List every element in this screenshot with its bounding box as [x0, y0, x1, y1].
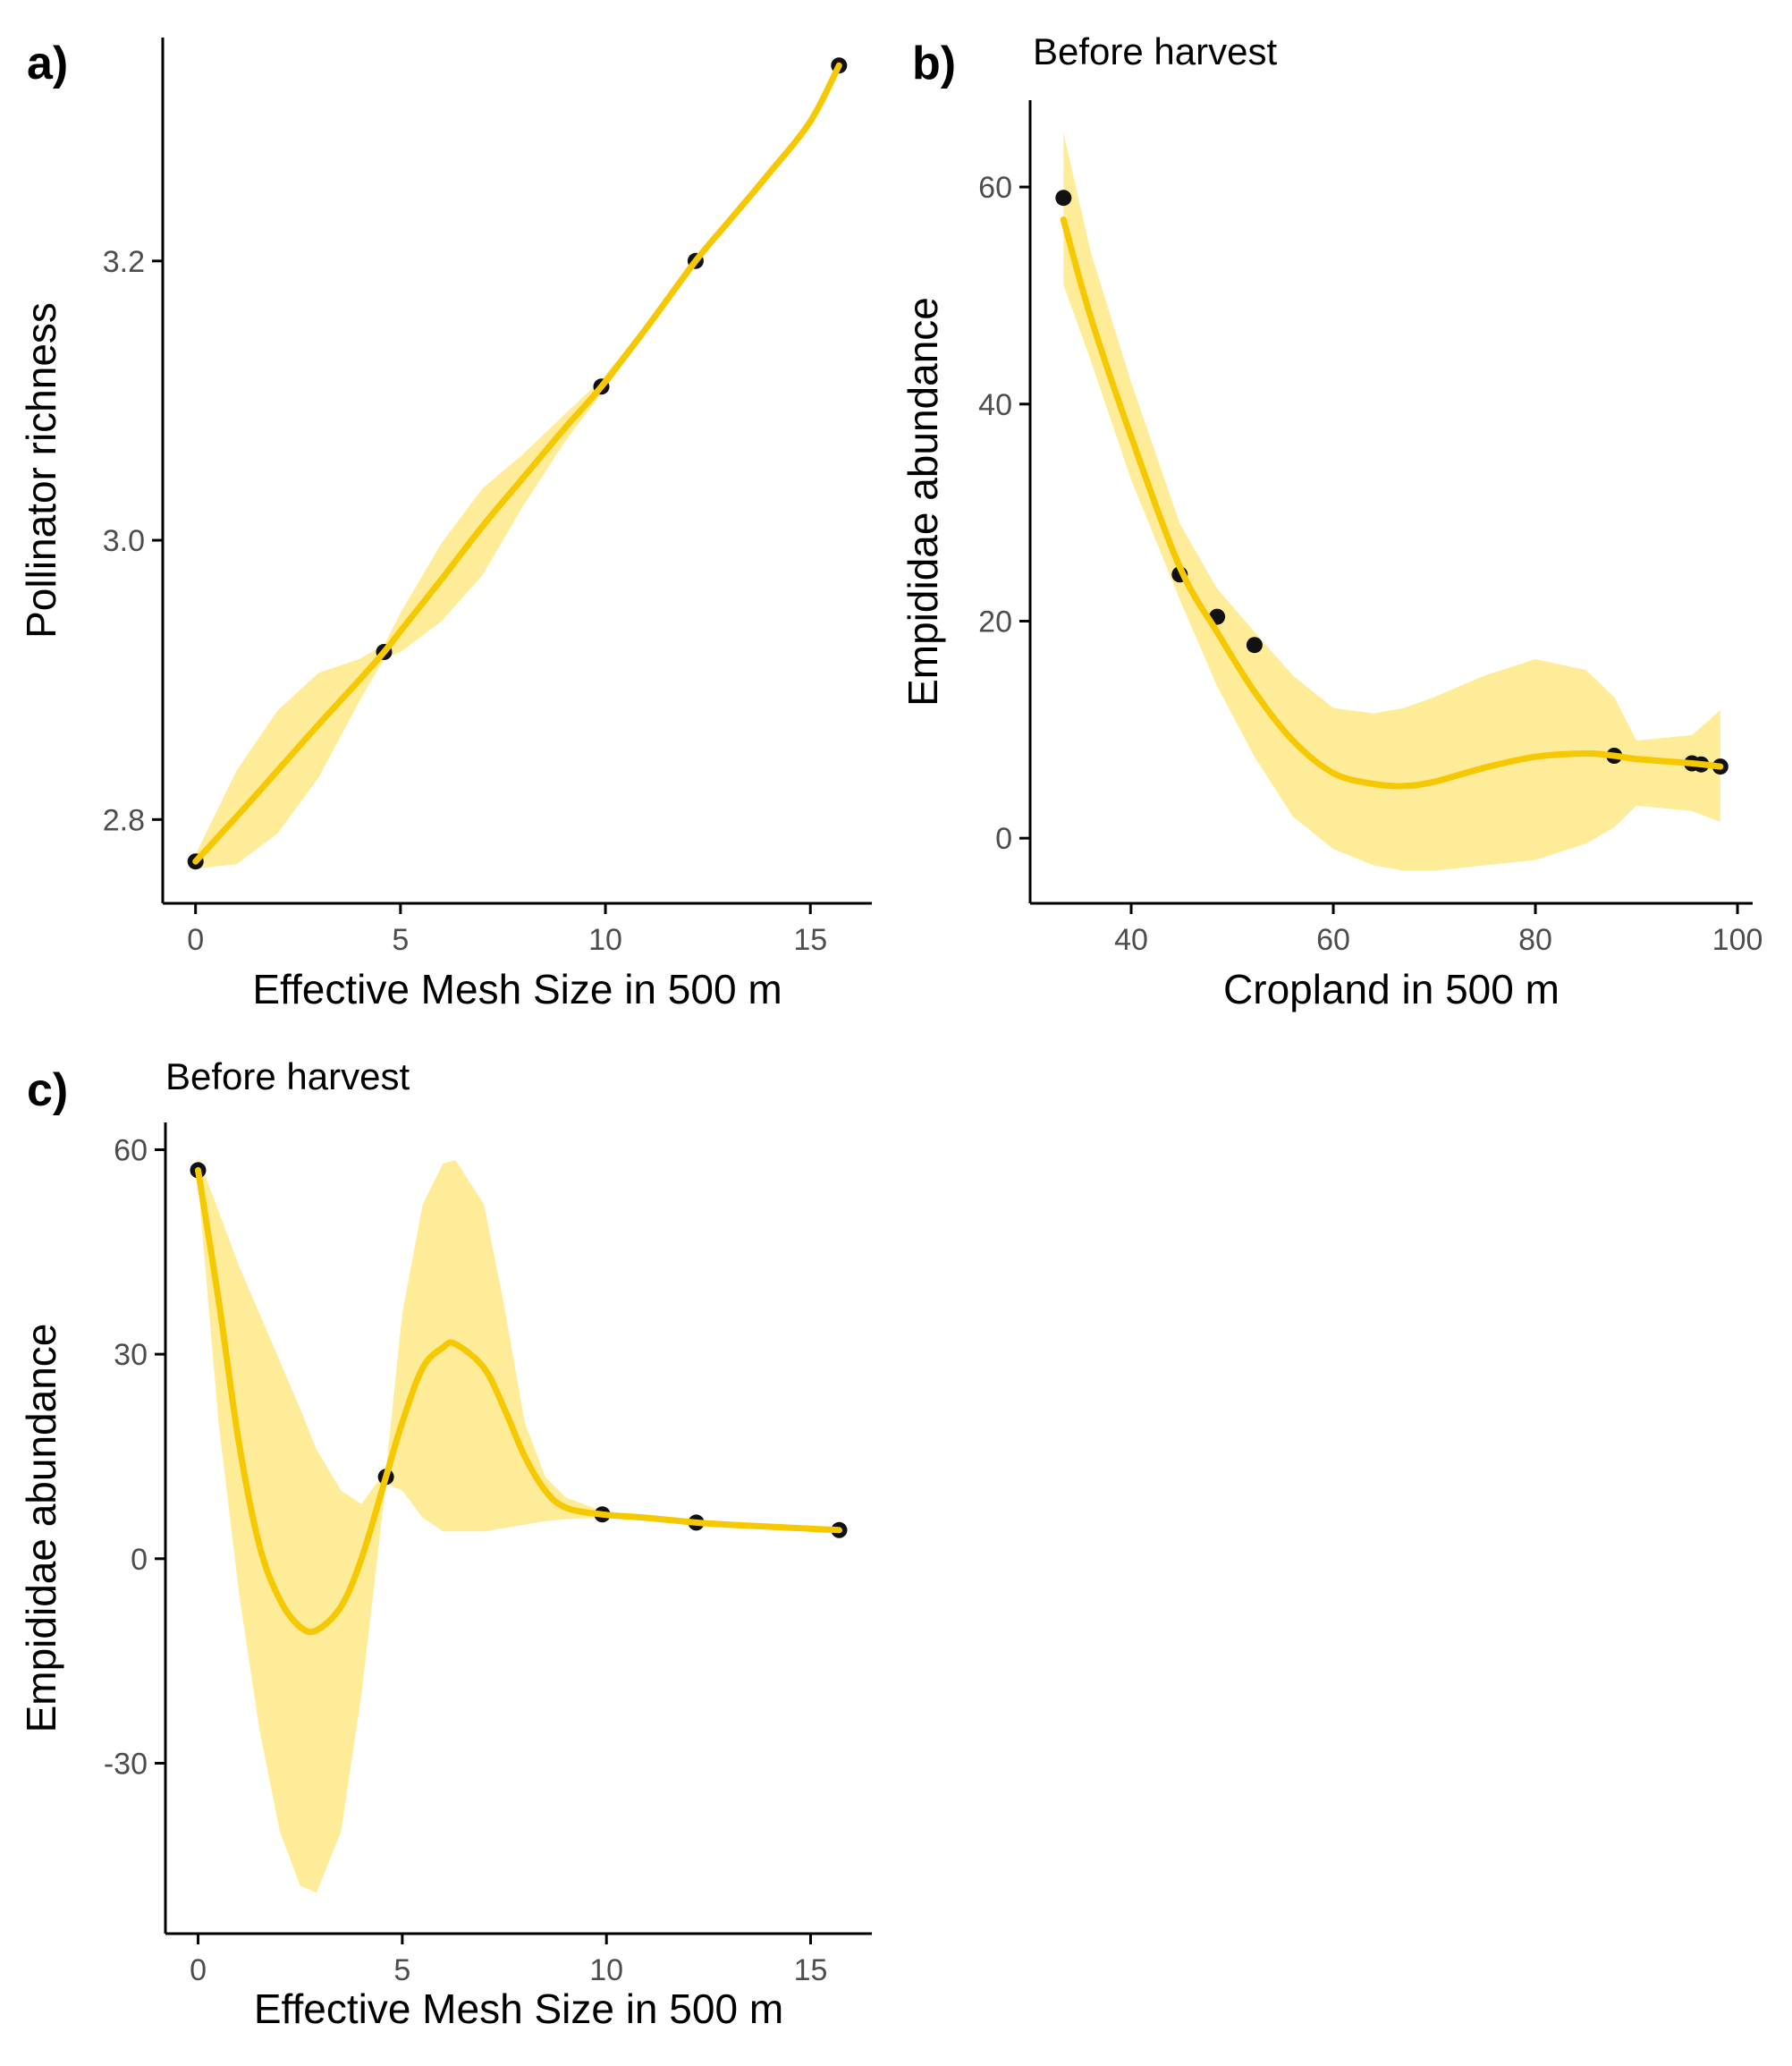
panel-label: a) [27, 38, 68, 89]
y-axis-title: Empididae abundance [900, 297, 946, 707]
y-tick-label: 3.2 [103, 245, 145, 279]
x-tick-label: 0 [190, 1953, 207, 1987]
x-axis-title: Effective Mesh Size in 500 m [252, 966, 782, 1012]
y-tick-label: 20 [978, 605, 1012, 639]
y-tick-label: 60 [114, 1133, 148, 1167]
x-tick-label: 15 [793, 923, 827, 957]
panel-label: b) [912, 38, 956, 89]
panel-b: 40 60 80 100 0 20 40 60 Cropland in 500 m Empidid… [900, 30, 1762, 1012]
x-axis-title: Effective Mesh Size in 500 m [254, 1986, 783, 2032]
confidence-band [1063, 132, 1720, 871]
y-tick-label: -30 [104, 1747, 148, 1781]
x-tick-label: 0 [187, 923, 204, 957]
confidence-band [195, 61, 840, 868]
x-axis-title: Cropland in 500 m [1223, 966, 1560, 1012]
x-tick-label: 5 [392, 923, 409, 957]
panel-subtitle: Before harvest [1033, 30, 1277, 72]
panel-subtitle: Before harvest [165, 1055, 410, 1097]
x-tick-label: 100 [1712, 923, 1763, 957]
fit-line [195, 1166, 842, 1636]
x-tick-label: 80 [1518, 923, 1552, 957]
y-axis-title: Empididae abundance [18, 1324, 64, 1733]
fit-line [1060, 216, 1724, 790]
panel-a: 0 5 10 15 2.8 3.0 3.2 Effective Mesh Size in 50… [18, 38, 872, 1012]
y-tick-label: 2.8 [103, 803, 145, 837]
x-tick-label: 15 [794, 1953, 828, 1987]
x-tick-label: 5 [393, 1953, 410, 1987]
x-tick-label: 60 [1316, 923, 1350, 957]
y-tick-label: 30 [114, 1338, 148, 1372]
x-tick-label: 40 [1114, 923, 1148, 957]
y-tick-label: 40 [978, 388, 1012, 422]
panel-c: 0 5 10 15 -30 0 30 60 Effective Mesh Size in 500… [18, 1055, 872, 2032]
y-axis-title: Pollinator richness [18, 302, 64, 639]
data-point [1246, 637, 1263, 654]
data-point [1055, 190, 1072, 207]
y-tick-label: 0 [131, 1543, 148, 1577]
y-tick-label: 60 [978, 171, 1012, 205]
panel-label: c) [27, 1064, 68, 1116]
x-tick-label: 10 [588, 923, 622, 957]
y-tick-label: 0 [995, 822, 1012, 856]
fit-line [192, 62, 842, 865]
y-tick-label: 3.0 [103, 524, 145, 558]
x-tick-label: 10 [589, 1953, 623, 1987]
confidence-band [198, 1156, 840, 1893]
